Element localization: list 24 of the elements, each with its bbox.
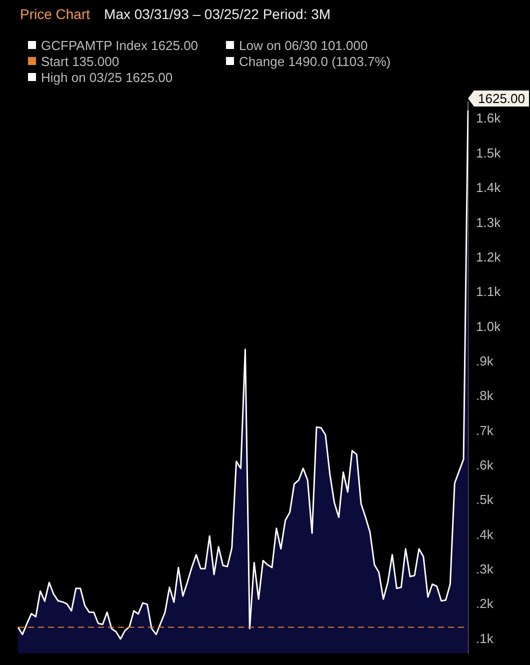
y-tick-label: .6k xyxy=(476,458,494,473)
text: Change 1490.0 (1103.7%) xyxy=(239,54,391,68)
y-tick-label: 1.6k xyxy=(476,110,502,126)
y-tick-label: .4k xyxy=(476,526,494,542)
y-tick-label: 1.4k xyxy=(476,180,502,196)
y-tick-label: 1.0k xyxy=(476,318,502,334)
legend-label: GCFPAMTP Index 1625.00 xyxy=(41,38,198,52)
chart-title: Price Chart xyxy=(20,6,90,22)
legend-label: Start 135.000 xyxy=(41,54,120,68)
text: Low on 06/30 101.000 xyxy=(239,38,368,52)
chart-subtitle: Max 03/31/93 – 03/25/22 Period: 3M xyxy=(104,6,331,22)
y-tick-label: .2k xyxy=(476,596,494,612)
y-tick-label: .7k xyxy=(476,422,494,438)
y-tick-label: .3k xyxy=(476,562,494,577)
y-tick-label: .1k xyxy=(476,630,494,646)
text: High on 03/25 1625.00 xyxy=(41,70,173,84)
y-tick-label: .8k xyxy=(476,388,494,404)
y-tick-label: .5k xyxy=(476,492,494,508)
y-tick-label: 1.3k xyxy=(476,214,502,230)
y-tick-label: 1.1k xyxy=(476,284,502,300)
y-tick-label: 1.5k xyxy=(476,145,502,160)
y-tick-label: 1.2k xyxy=(476,249,502,264)
text: 1625.00 xyxy=(478,91,525,106)
y-tick-label: .9k xyxy=(476,353,494,368)
